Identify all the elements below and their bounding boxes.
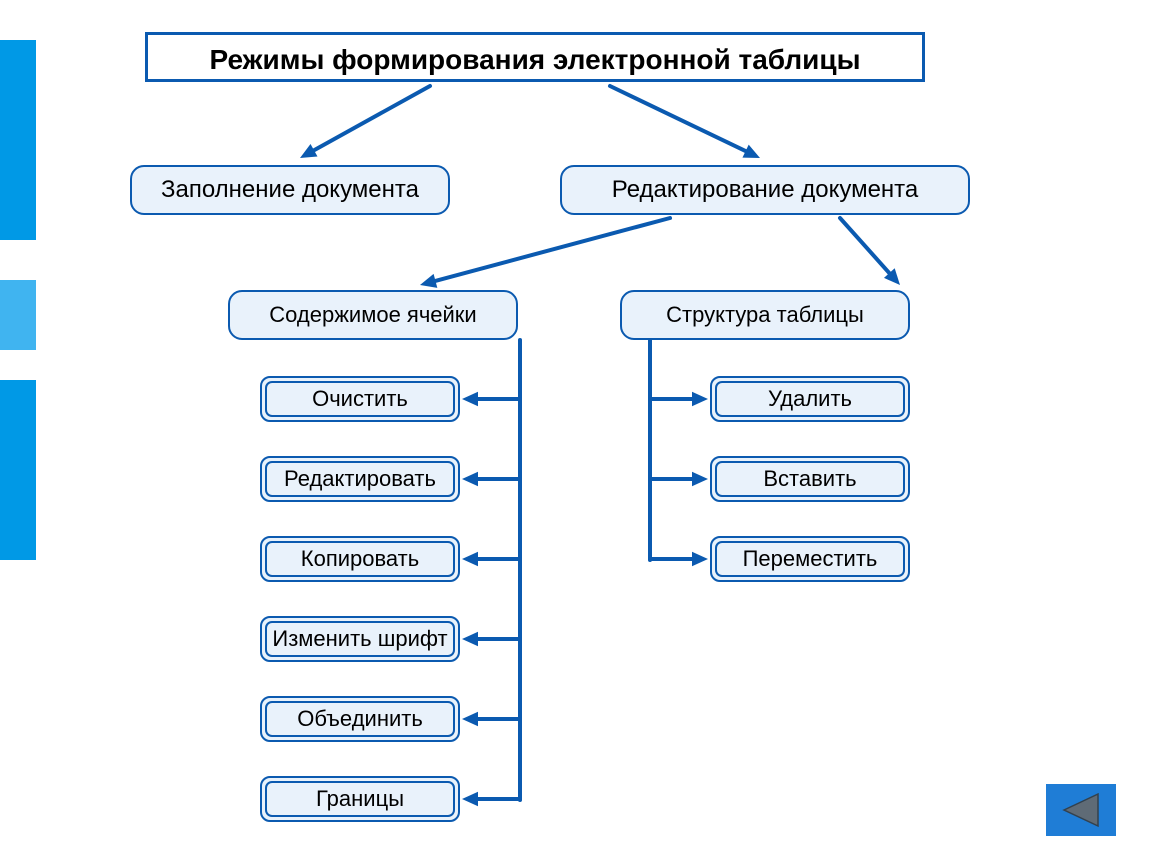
- diagram-title-text: Режимы формирования электронной таблицы: [209, 44, 860, 75]
- node-label: Заполнение документа: [161, 176, 419, 204]
- sidebar-accent-block: [0, 280, 36, 350]
- node-insert: Вставить: [710, 456, 910, 502]
- node-cell_cont: Содержимое ячейки: [228, 290, 518, 340]
- node-label: Структура таблицы: [666, 302, 864, 328]
- back-button[interactable]: [1046, 784, 1116, 836]
- node-tbl_struct: Структура таблицы: [620, 290, 910, 340]
- node-clear: Очистить: [260, 376, 460, 422]
- node-copy: Копировать: [260, 536, 460, 582]
- node-edit: Редактировать: [260, 456, 460, 502]
- node-fill_doc: Заполнение документа: [130, 165, 450, 215]
- node-label: Переместить: [743, 546, 878, 572]
- arrows-layer: [0, 0, 1150, 864]
- node-font: Изменить шрифт: [260, 616, 460, 662]
- node-edit_doc: Редактирование документа: [560, 165, 970, 215]
- node-label: Редактировать: [284, 466, 436, 492]
- node-label: Редактирование документа: [612, 176, 919, 204]
- node-move: Переместить: [710, 536, 910, 582]
- node-label: Копировать: [301, 546, 419, 572]
- node-label: Содержимое ячейки: [269, 302, 476, 328]
- diagram-canvas: Режимы формирования электронной таблицы …: [0, 0, 1150, 864]
- sidebar-accent-block: [0, 40, 36, 240]
- node-label: Изменить шрифт: [272, 626, 447, 652]
- triangle-left-icon: [1046, 784, 1116, 836]
- node-label: Границы: [316, 786, 404, 812]
- node-delete: Удалить: [710, 376, 910, 422]
- node-label: Очистить: [312, 386, 408, 412]
- node-borders: Границы: [260, 776, 460, 822]
- node-label: Объединить: [297, 706, 423, 732]
- sidebar-accent-block: [0, 380, 36, 560]
- node-label: Вставить: [763, 466, 856, 492]
- diagram-title: Режимы формирования электронной таблицы: [145, 32, 925, 82]
- node-label: Удалить: [768, 386, 852, 412]
- node-merge: Объединить: [260, 696, 460, 742]
